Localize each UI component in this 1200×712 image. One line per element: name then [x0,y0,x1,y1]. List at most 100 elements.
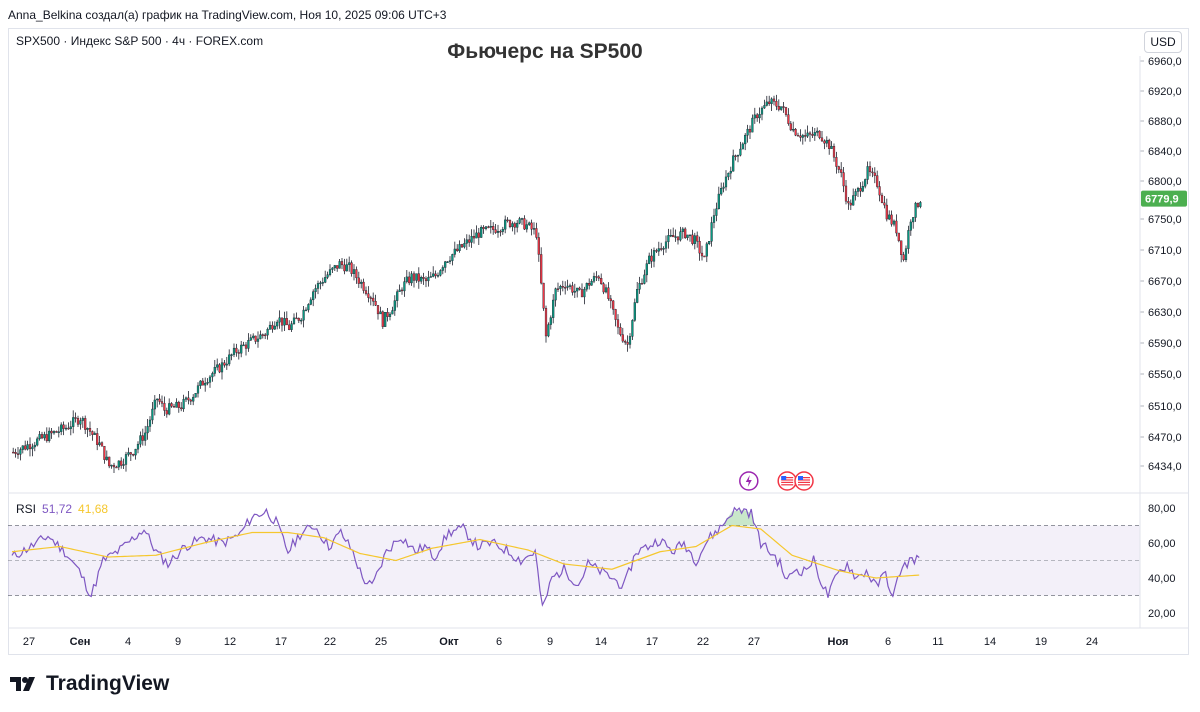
candle-body-down [237,352,240,354]
candle-body-up [688,234,692,237]
lightning-event-icon[interactable] [739,471,759,491]
candle [252,333,255,340]
candle [444,260,447,273]
candle [909,219,912,236]
candle-body-down [271,324,274,330]
candle-body-down [600,278,603,284]
candle [201,377,204,386]
candle-body-up [765,101,768,106]
candle [568,283,572,290]
candle [888,210,891,221]
candle-body-up [252,335,255,338]
candle-body-up [717,193,720,210]
candle [420,275,423,284]
price-tick-label: 6920,0 [1148,86,1182,98]
candle-body-down [508,220,512,228]
candle [28,437,32,457]
candle [348,256,351,272]
candle [844,180,848,205]
candle [691,229,694,246]
candle-body-down [362,281,365,291]
event-markers[interactable] [739,471,814,491]
candle [108,456,111,469]
candle [789,121,792,132]
candle [667,228,670,249]
candle [482,225,485,234]
candle [374,294,377,307]
candle-body-down [804,135,807,137]
candle [897,232,900,243]
candle [24,440,27,451]
candle-body-up [708,241,711,245]
candle-body-up [631,320,634,337]
candle [741,142,744,150]
candle [350,260,353,277]
us-flag-event-icon[interactable] [794,471,814,491]
candle-body-down [506,219,509,222]
candle-body-down [684,228,687,238]
candle-body-down [734,155,737,157]
candle-body-up [528,222,531,225]
time-tick-label: 24 [1086,636,1098,648]
candle [386,307,389,322]
candle [91,430,94,441]
candle-body-down [165,410,168,415]
candle-body-up [232,347,236,355]
time-tick-label: 27 [748,636,760,648]
candle [242,341,245,347]
lightning-glyph [745,475,752,487]
candle [470,229,473,248]
candle-body-up [480,227,483,238]
candle [12,447,15,454]
us-flag-event-icon[interactable] [777,471,797,491]
candle-body-down [844,185,848,202]
candle [590,279,593,286]
candle [283,311,286,331]
candle-body-down [902,254,905,261]
time-tick-label: 14 [595,636,607,648]
candle [525,219,528,233]
candle [614,308,617,327]
candle [792,121,795,133]
candle-body-down [295,317,298,320]
candle [304,307,308,312]
symbol-info[interactable]: SPX500 · Индекс S&P 500 · 4ч · FOREX.com [16,34,264,48]
candle [256,331,260,348]
candle-body-down [91,431,94,435]
candle [441,265,444,275]
candle [254,335,257,345]
candle [319,280,322,290]
candle [372,292,375,307]
candle [806,125,809,139]
candle-body-up [801,135,804,138]
candle-body-down [28,444,32,450]
candle-body-up [403,281,406,292]
candle [170,402,173,408]
candle [501,226,504,235]
candle-body-down [660,248,663,250]
currency-button[interactable]: USD [1144,31,1182,53]
candle [69,420,72,436]
candle-body-up [79,420,82,425]
tradingview-brand[interactable]: TradingView [10,672,169,696]
candle-body-down [655,250,658,252]
candle [129,451,132,461]
candle [722,182,725,193]
rsi-legend[interactable]: RSI 51,72 41,68 [16,502,108,516]
time-tick-label: 19 [1035,636,1047,648]
candle [405,270,408,284]
candle-body-down [588,282,591,286]
candle [636,281,639,304]
candle [494,223,497,234]
candle [93,431,96,435]
candle-body-down [468,239,471,243]
candle-body-down [828,139,831,149]
candle [31,443,34,457]
candle-body-up [451,254,454,261]
candle-body-up [136,443,140,450]
candle [268,321,272,330]
candle-body-down [492,226,495,230]
candle [904,245,908,263]
candle [571,281,574,296]
